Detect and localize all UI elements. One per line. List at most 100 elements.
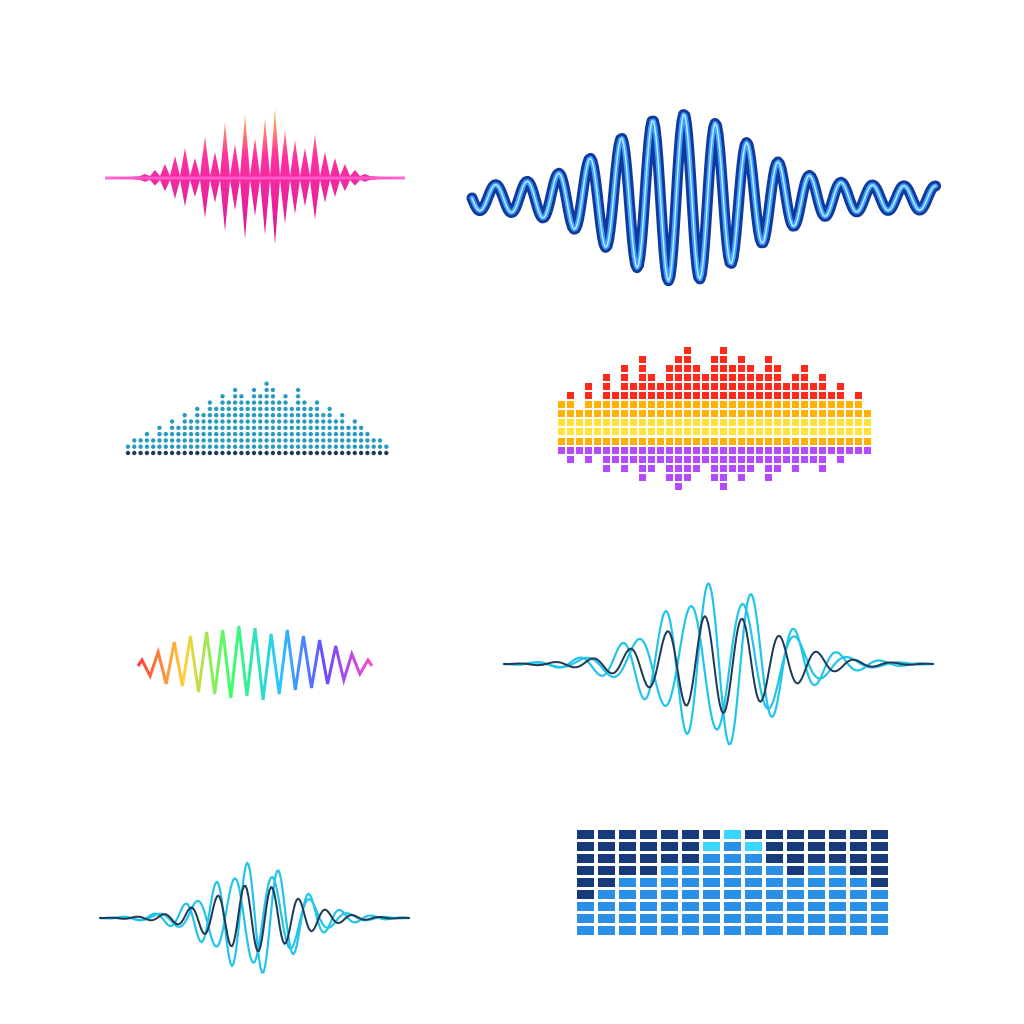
equalizer-dot bbox=[214, 444, 219, 449]
equalizer-cell bbox=[612, 401, 619, 408]
equalizer-dot bbox=[264, 406, 269, 412]
equalizer-cell bbox=[693, 410, 700, 417]
equalizer-cell bbox=[639, 392, 646, 399]
equalizer-cell bbox=[819, 438, 826, 445]
grid-cell bbox=[745, 878, 762, 887]
equalizer-cell bbox=[630, 447, 637, 454]
equalizer-cell bbox=[675, 428, 682, 435]
equalizer-dot bbox=[340, 419, 345, 424]
equalizer-cell bbox=[846, 447, 853, 454]
equalizer-dot bbox=[239, 438, 244, 443]
equalizer-cell bbox=[621, 419, 628, 426]
equalizer-cell bbox=[639, 365, 646, 372]
equalizer-cell bbox=[585, 383, 592, 390]
equalizer-cell bbox=[612, 428, 619, 435]
equalizer-dot bbox=[239, 400, 244, 405]
equalizer-dot bbox=[295, 400, 301, 405]
equalizer-dot bbox=[232, 413, 238, 418]
equalizer-cell bbox=[648, 438, 655, 445]
equalizer-cell bbox=[639, 438, 646, 445]
equalizer-cell bbox=[693, 456, 700, 463]
equalizer-dot bbox=[258, 394, 263, 399]
equalizer-dot bbox=[232, 450, 238, 456]
equalizer-dot bbox=[302, 419, 307, 424]
equalizer-dot bbox=[314, 413, 320, 418]
equalizer-dot bbox=[371, 450, 376, 456]
grid-cell bbox=[682, 926, 699, 935]
equalizer-cell bbox=[738, 374, 745, 381]
equalizer-cell bbox=[675, 474, 682, 481]
equalizer-dot bbox=[169, 431, 175, 437]
equalizer-dot bbox=[232, 394, 238, 399]
equalizer-cell bbox=[765, 365, 772, 372]
equalizer-cell bbox=[711, 456, 718, 463]
equalizer-cell bbox=[657, 428, 664, 435]
grid-cell bbox=[640, 854, 657, 863]
equalizer-cell bbox=[846, 428, 853, 435]
equalizer-cell bbox=[792, 374, 799, 381]
equalizer-cell bbox=[819, 447, 826, 454]
equalizer-cell bbox=[810, 392, 817, 399]
equalizer-dot bbox=[138, 438, 143, 443]
equalizer-dot bbox=[195, 413, 200, 418]
equalizer-dot bbox=[125, 444, 131, 449]
equalizer-cell bbox=[828, 447, 835, 454]
grid-cell bbox=[661, 878, 678, 887]
equalizer-dot bbox=[138, 450, 143, 456]
equalizer-cell bbox=[585, 392, 592, 399]
equalizer-cell bbox=[756, 419, 763, 426]
equalizer-dot bbox=[163, 444, 168, 449]
equalizer-cell bbox=[756, 456, 763, 463]
grid-cell bbox=[598, 914, 615, 923]
equalizer-dot bbox=[270, 400, 276, 405]
grid-cell bbox=[829, 854, 846, 863]
equalizer-cell bbox=[621, 465, 628, 472]
equalizer-dot bbox=[308, 425, 313, 430]
grid-cell bbox=[850, 878, 867, 887]
equalizer-cell bbox=[819, 456, 826, 463]
equalizer-dot bbox=[295, 406, 301, 412]
equalizer-dot bbox=[346, 431, 351, 437]
grid-cell bbox=[619, 914, 636, 923]
grid-cell bbox=[787, 830, 804, 839]
equalizer-cell bbox=[612, 410, 619, 417]
grid-cell bbox=[871, 902, 888, 911]
equalizer-cell bbox=[711, 447, 718, 454]
equalizer-dot bbox=[289, 406, 294, 412]
equalizer-cell bbox=[828, 438, 835, 445]
grid-cell bbox=[682, 878, 699, 887]
equalizer-dot bbox=[308, 438, 313, 443]
equalizer-cell bbox=[576, 447, 583, 454]
grid-cell bbox=[640, 866, 657, 875]
equalizer-cell bbox=[666, 401, 673, 408]
equalizer-cell bbox=[648, 383, 655, 390]
equalizer-cell bbox=[648, 456, 655, 463]
equalizer-cell bbox=[684, 365, 691, 372]
equalizer-cell bbox=[693, 465, 700, 472]
equalizer-cell bbox=[738, 392, 745, 399]
equalizer-cell bbox=[576, 428, 583, 435]
grid-cell bbox=[724, 878, 741, 887]
equalizer-dot bbox=[207, 400, 213, 405]
equalizer-cell bbox=[603, 447, 610, 454]
equalizer-cell bbox=[774, 410, 781, 417]
grid-cell bbox=[787, 914, 804, 923]
grid-cell bbox=[619, 830, 636, 839]
equalizer-cell bbox=[711, 428, 718, 435]
equalizer-dot bbox=[226, 450, 231, 456]
grid-cell bbox=[598, 854, 615, 863]
grid-cell bbox=[787, 902, 804, 911]
equalizer-dot bbox=[314, 425, 320, 430]
equalizer-cell bbox=[765, 374, 772, 381]
grid-cell bbox=[661, 890, 678, 899]
grid-cell bbox=[661, 842, 678, 851]
equalizer-dot bbox=[346, 438, 351, 443]
grid-cell bbox=[808, 890, 825, 899]
equalizer-cell bbox=[801, 410, 808, 417]
grid-cell bbox=[640, 878, 657, 887]
grid-cell bbox=[766, 842, 783, 851]
equalizer-dot bbox=[258, 425, 263, 430]
grid-cell bbox=[640, 926, 657, 935]
grid-cell bbox=[745, 830, 762, 839]
equalizer-cell bbox=[567, 410, 574, 417]
